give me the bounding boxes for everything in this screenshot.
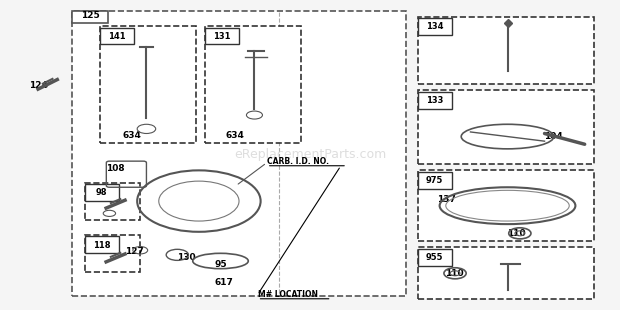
Text: 975: 975 [426,176,443,185]
Text: 124: 124 [29,81,48,91]
Bar [100,28,134,44]
Text: 130: 130 [177,253,196,263]
Bar [85,237,118,253]
Bar [418,249,452,266]
Bar [418,170,594,241]
Bar [100,26,196,143]
Text: 127: 127 [125,247,144,256]
Bar [73,11,405,296]
Text: 133: 133 [426,96,443,105]
Text: M# LOCATION: M# LOCATION [257,290,317,299]
Bar [418,172,452,189]
Text: 125: 125 [81,11,100,20]
Bar [418,92,452,109]
Bar [85,183,140,219]
Bar [418,247,594,299]
Text: 118: 118 [92,241,110,250]
Bar [205,26,301,143]
Text: CARB. I.D. NO.: CARB. I.D. NO. [267,157,329,166]
Text: 110: 110 [508,229,526,238]
Text: 134: 134 [426,22,443,31]
Text: 110: 110 [445,269,463,278]
Bar [418,17,594,84]
Text: 141: 141 [108,32,126,41]
Bar [85,184,118,201]
Text: 955: 955 [426,253,443,262]
Text: 137: 137 [437,195,456,204]
Text: 98: 98 [95,188,107,197]
Text: 104: 104 [544,132,563,141]
Text: 634: 634 [122,131,141,140]
Text: 131: 131 [213,32,231,41]
Bar [418,18,452,35]
Bar [418,91,594,164]
Text: 634: 634 [226,131,244,140]
Text: 95: 95 [215,259,227,268]
Text: eReplacementParts.com: eReplacementParts.com [234,148,386,162]
Bar [73,11,108,23]
Bar [205,28,239,44]
Text: 617: 617 [215,278,233,287]
Text: 108: 108 [106,164,125,173]
Bar [85,235,140,272]
